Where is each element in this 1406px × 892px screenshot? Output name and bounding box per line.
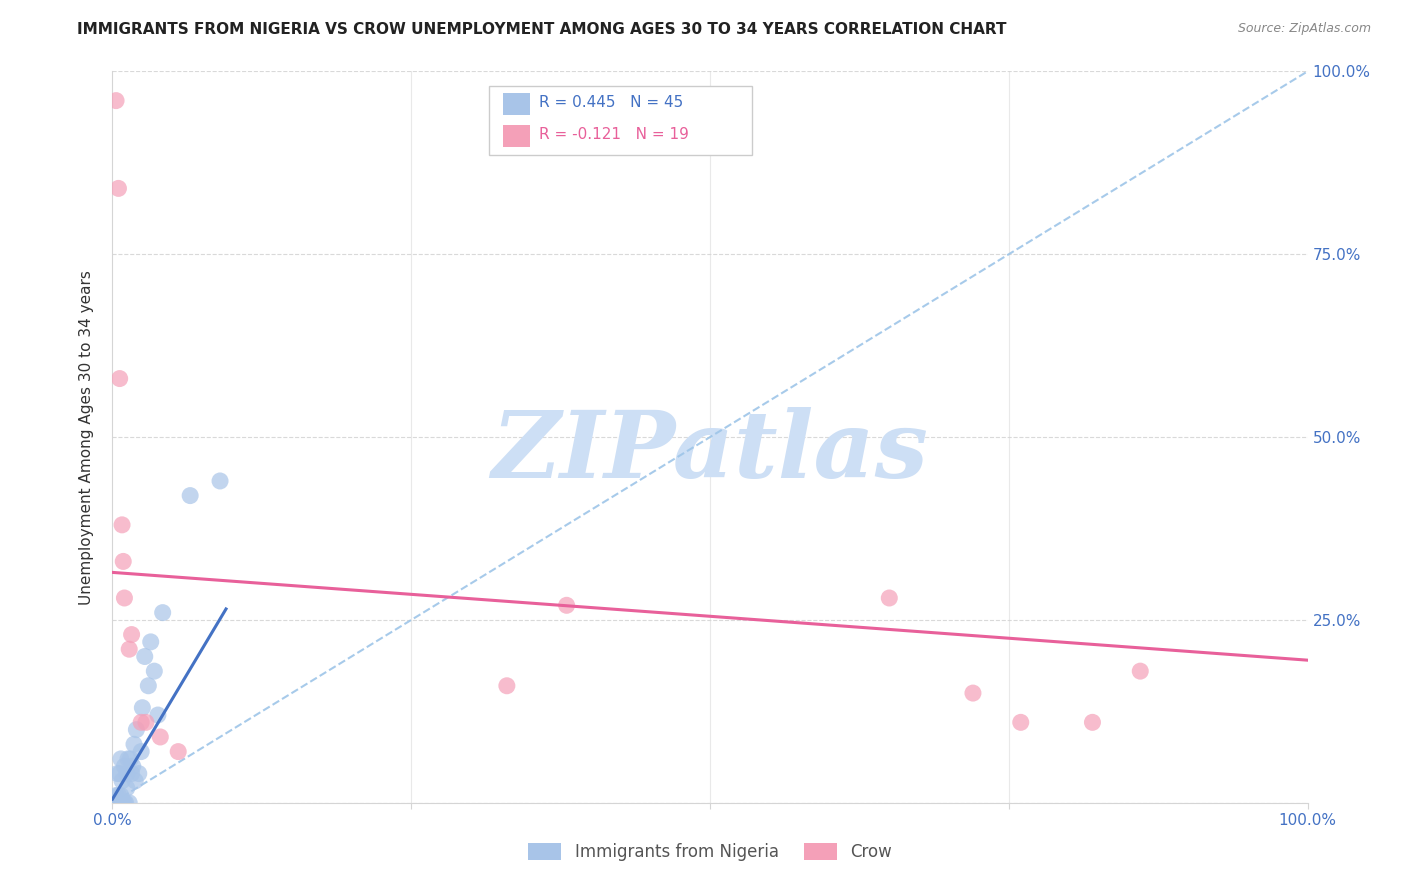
Point: [110, 789, 132, 803]
Point: [555, 599, 578, 613]
Point: [131, 700, 153, 714]
Y-axis label: Unemployment Among Ages 30 to 34 years: Unemployment Among Ages 30 to 34 years: [79, 269, 94, 605]
Point: [112, 554, 135, 568]
Point: [117, 752, 139, 766]
Point: [110, 752, 132, 766]
Point: [152, 606, 174, 620]
Point: [125, 723, 148, 737]
Point: [124, 773, 146, 788]
Point: [103, 796, 125, 810]
Point: [111, 796, 134, 810]
Point: [110, 796, 132, 810]
Point: [111, 517, 134, 532]
Point: [114, 796, 135, 810]
Point: [121, 627, 143, 641]
Point: [105, 789, 128, 803]
Point: [496, 679, 519, 693]
Point: [129, 745, 152, 759]
Point: [107, 181, 129, 195]
Point: [118, 642, 141, 657]
Text: IMMIGRANTS FROM NIGERIA VS CROW UNEMPLOYMENT AMONG AGES 30 TO 34 YEARS CORRELATI: IMMIGRANTS FROM NIGERIA VS CROW UNEMPLOY…: [77, 22, 1007, 37]
FancyBboxPatch shape: [503, 125, 530, 146]
Point: [122, 737, 145, 751]
Point: [105, 796, 128, 810]
Point: [108, 766, 131, 780]
Point: [121, 766, 143, 780]
Legend: Immigrants from Nigeria, Crow: Immigrants from Nigeria, Crow: [522, 836, 898, 868]
Point: [135, 715, 157, 730]
Point: [105, 796, 128, 810]
Point: [138, 679, 160, 693]
Point: [167, 745, 190, 759]
Point: [114, 796, 136, 810]
Point: [107, 796, 129, 810]
Point: [962, 686, 984, 700]
Point: [103, 796, 125, 810]
Point: [115, 766, 138, 780]
Point: [134, 649, 156, 664]
Point: [107, 789, 129, 803]
FancyBboxPatch shape: [503, 94, 530, 115]
Point: [107, 796, 129, 810]
Point: [105, 796, 128, 810]
Point: [104, 796, 127, 810]
Text: R = -0.121   N = 19: R = -0.121 N = 19: [538, 128, 689, 143]
Point: [179, 489, 201, 503]
Point: [143, 664, 166, 678]
Point: [114, 759, 135, 773]
Point: [120, 752, 142, 766]
Point: [104, 796, 127, 810]
Text: Source: ZipAtlas.com: Source: ZipAtlas.com: [1237, 22, 1371, 36]
Point: [112, 796, 135, 810]
Point: [128, 766, 150, 780]
Point: [139, 635, 162, 649]
Point: [114, 591, 135, 605]
Point: [121, 759, 143, 773]
Point: [1081, 715, 1104, 730]
Text: R = 0.445   N = 45: R = 0.445 N = 45: [538, 95, 683, 111]
Point: [879, 591, 901, 605]
FancyBboxPatch shape: [489, 86, 752, 155]
Point: [118, 796, 141, 810]
Point: [108, 796, 131, 810]
Point: [149, 730, 172, 744]
Point: [209, 474, 232, 488]
Text: ZIPatlas: ZIPatlas: [492, 407, 928, 497]
Point: [146, 708, 169, 723]
Point: [111, 773, 134, 788]
Point: [105, 94, 128, 108]
Point: [105, 766, 128, 780]
Point: [1129, 664, 1152, 678]
Point: [129, 715, 152, 730]
Point: [115, 781, 138, 796]
Point: [108, 371, 131, 385]
Point: [1010, 715, 1032, 730]
Point: [105, 796, 128, 810]
